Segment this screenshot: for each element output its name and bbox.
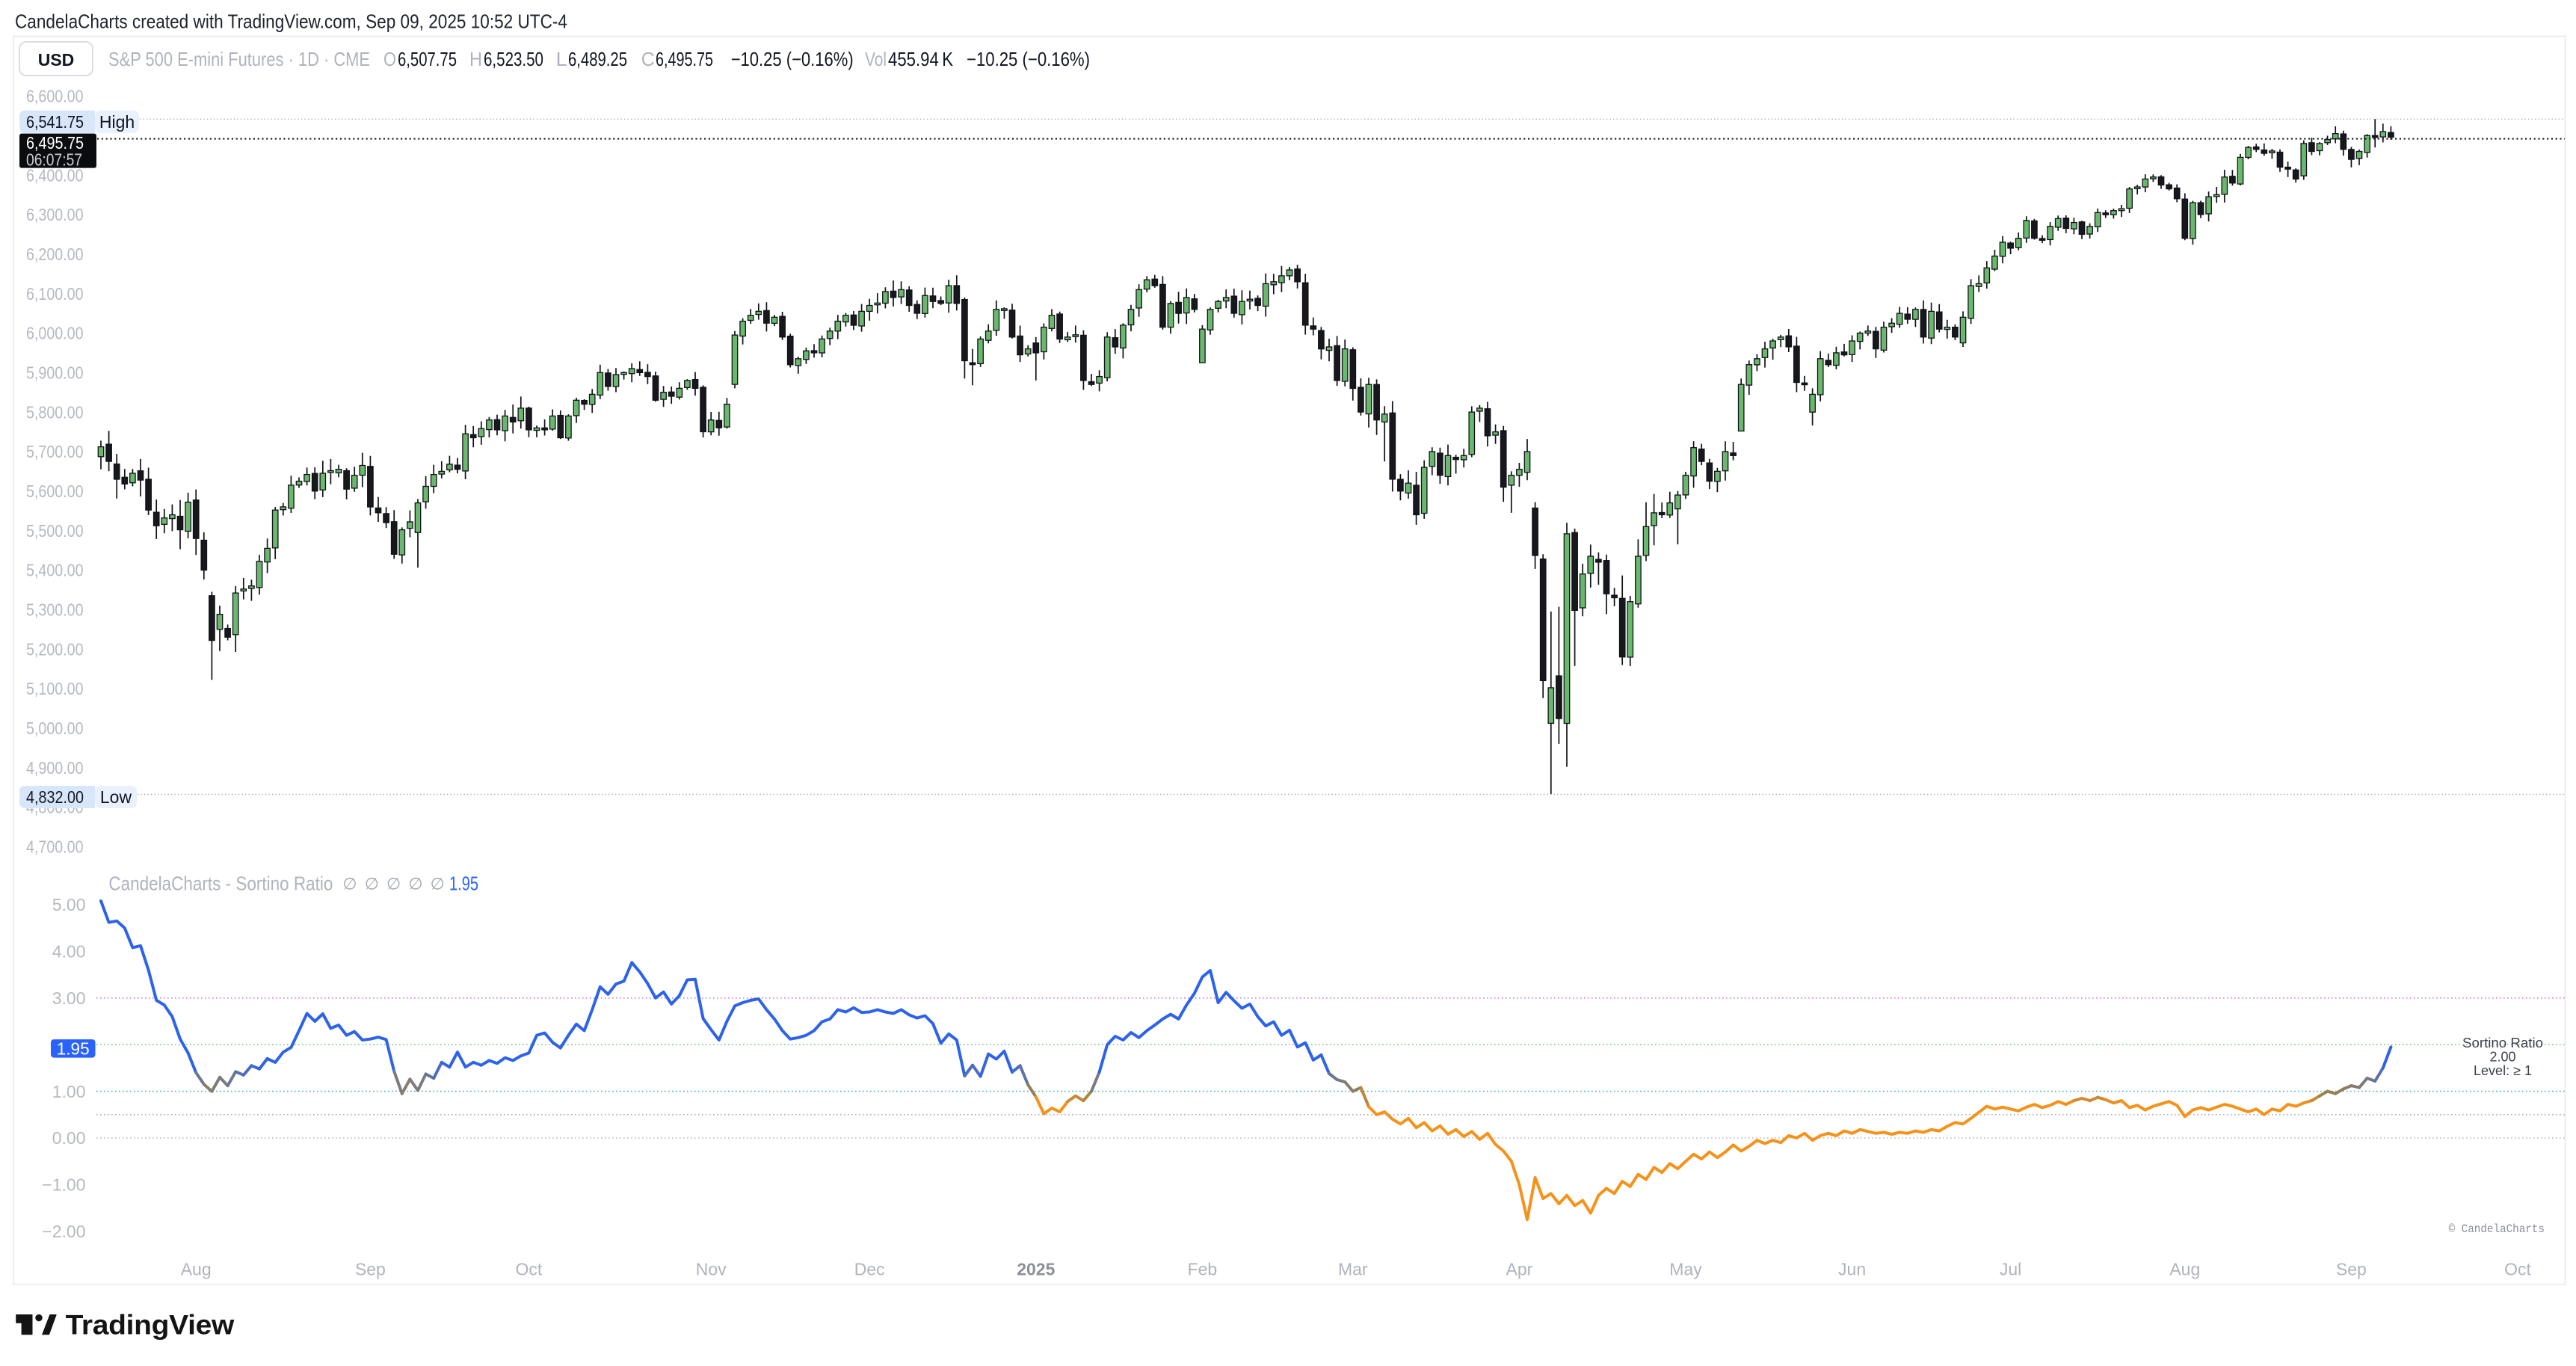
svg-text:1.95: 1.95 — [57, 1039, 90, 1058]
svg-text:5,800.00: 5,800.00 — [26, 402, 84, 422]
svg-text:5,500.00: 5,500.00 — [26, 521, 84, 541]
svg-text:High: High — [99, 112, 135, 132]
svg-text:06:07:57: 06:07:57 — [26, 150, 82, 169]
svg-text:Jul: Jul — [2000, 1259, 2021, 1279]
svg-text:Vol: Vol — [865, 48, 887, 70]
svg-text:6,300.00: 6,300.00 — [26, 205, 84, 224]
svg-text:4,832.00: 4,832.00 — [26, 787, 84, 807]
svg-text:5,600.00: 5,600.00 — [26, 482, 84, 501]
svg-text:May: May — [1669, 1259, 1702, 1279]
svg-text:2025: 2025 — [1017, 1259, 1055, 1279]
svg-text:TradingView: TradingView — [66, 1310, 235, 1341]
svg-text:1.95: 1.95 — [449, 872, 478, 894]
svg-text:Low: Low — [100, 787, 132, 807]
svg-text:5,100.00: 5,100.00 — [26, 679, 84, 698]
svg-text:© CandelaCharts: © CandelaCharts — [2449, 1222, 2545, 1236]
svg-text:6,200.00: 6,200.00 — [26, 244, 84, 264]
svg-text:6,600.00: 6,600.00 — [26, 87, 84, 106]
svg-text:∅: ∅ — [365, 875, 379, 893]
svg-text:6,495.75: 6,495.75 — [656, 48, 713, 70]
svg-text:Apr: Apr — [1506, 1259, 1533, 1279]
svg-text:5,300.00: 5,300.00 — [26, 600, 84, 620]
svg-text:Jun: Jun — [1838, 1259, 1866, 1279]
svg-text:6,400.00: 6,400.00 — [26, 165, 84, 185]
svg-text:Aug: Aug — [2169, 1259, 2200, 1279]
svg-text:5,400.00: 5,400.00 — [26, 561, 84, 580]
svg-text:455.94 K: 455.94 K — [888, 48, 954, 70]
svg-text:Aug: Aug — [181, 1259, 212, 1279]
svg-text:6,541.75: 6,541.75 — [26, 112, 84, 132]
svg-text:Oct: Oct — [516, 1259, 543, 1279]
svg-text:O: O — [383, 48, 396, 70]
svg-text:5,900.00: 5,900.00 — [26, 363, 84, 383]
svg-text:5,000.00: 5,000.00 — [26, 719, 84, 738]
svg-text:∅: ∅ — [431, 875, 445, 893]
svg-text:Mar: Mar — [1338, 1259, 1368, 1279]
svg-text:6,100.00: 6,100.00 — [26, 284, 84, 304]
svg-text:S&P 500 E-mini Futures · 1D ·: S&P 500 E-mini Futures · 1D · CME — [108, 48, 370, 70]
svg-text:3.00: 3.00 — [52, 988, 86, 1008]
svg-text:Dec: Dec — [854, 1259, 885, 1279]
svg-text:5,200.00: 5,200.00 — [26, 639, 84, 659]
svg-text:Feb: Feb — [1188, 1259, 1218, 1279]
svg-text:USD: USD — [38, 50, 75, 70]
svg-text:∅: ∅ — [386, 875, 401, 893]
svg-text:∅: ∅ — [408, 875, 422, 893]
svg-text:0.00: 0.00 — [52, 1128, 86, 1148]
svg-text:C: C — [641, 48, 655, 70]
svg-text:6,489.25: 6,489.25 — [568, 48, 627, 70]
svg-text:4,900.00: 4,900.00 — [26, 758, 84, 778]
svg-text:H: H — [469, 48, 482, 70]
svg-text:Oct: Oct — [2504, 1259, 2531, 1279]
svg-text:5.00: 5.00 — [52, 895, 86, 914]
svg-text:6,507.75: 6,507.75 — [398, 48, 457, 70]
svg-text:−10.25 (−0.16%): −10.25 (−0.16%) — [967, 48, 1090, 70]
svg-text:Sep: Sep — [355, 1259, 386, 1279]
svg-text:CandelaCharts created with Tra: CandelaCharts created with TradingView.c… — [15, 10, 567, 33]
svg-text:6,495.75: 6,495.75 — [26, 133, 84, 153]
svg-text:Nov: Nov — [696, 1259, 727, 1279]
svg-text:∅: ∅ — [342, 875, 357, 893]
svg-text:1.00: 1.00 — [52, 1082, 86, 1101]
svg-text:L: L — [556, 48, 567, 70]
svg-text:6,523.50: 6,523.50 — [484, 48, 543, 70]
svg-text:−10.25 (−0.16%): −10.25 (−0.16%) — [731, 48, 854, 70]
svg-text:4,700.00: 4,700.00 — [26, 837, 84, 857]
svg-text:Sep: Sep — [2336, 1259, 2367, 1279]
svg-text:−1.00: −1.00 — [42, 1175, 85, 1195]
svg-text:CandelaCharts - Sortino Ratio: CandelaCharts - Sortino Ratio — [108, 872, 333, 894]
svg-text:Sortino Ratio: Sortino Ratio — [2462, 1036, 2543, 1050]
svg-text:Level: ≥ 1: Level: ≥ 1 — [2474, 1063, 2532, 1078]
svg-text:2.00: 2.00 — [2489, 1050, 2515, 1065]
svg-text:−2.00: −2.00 — [42, 1222, 85, 1241]
svg-text:5,700.00: 5,700.00 — [26, 442, 84, 461]
svg-text:4.00: 4.00 — [52, 942, 86, 962]
svg-text:6,000.00: 6,000.00 — [26, 324, 84, 343]
